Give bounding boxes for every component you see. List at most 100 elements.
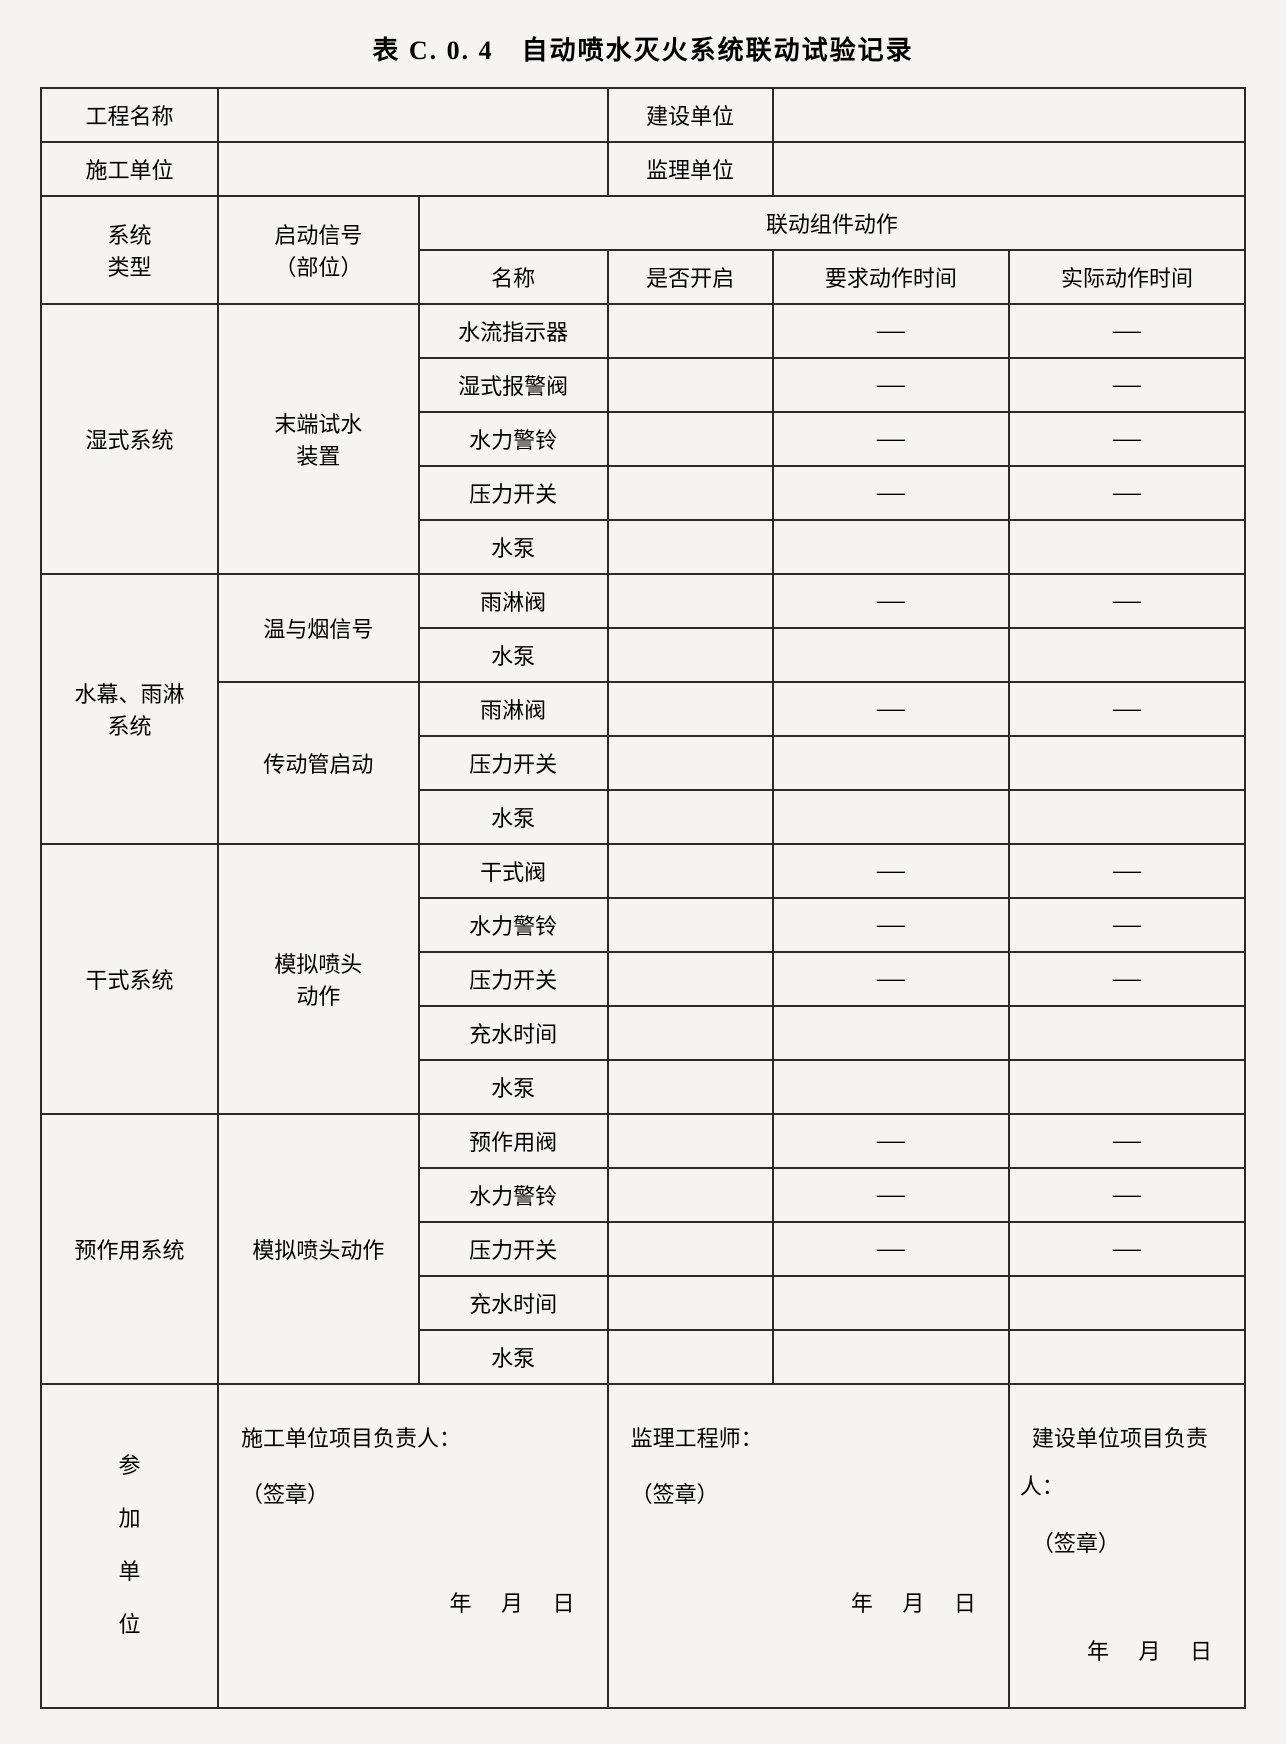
- cell-act: —: [1009, 682, 1245, 736]
- cell-name: 干式阀: [419, 844, 608, 898]
- cell-req: —: [773, 952, 1009, 1006]
- system-type-preaction: 预作用系统: [41, 1114, 218, 1384]
- cell-req: [773, 1330, 1009, 1384]
- cell-act: —: [1009, 1114, 1245, 1168]
- cell-act: [1009, 736, 1245, 790]
- system-type-wet: 湿式系统: [41, 304, 218, 574]
- cell-req: —: [773, 682, 1009, 736]
- cell-act: —: [1009, 466, 1245, 520]
- table-title: 表 C. 0. 4 自动喷水灭火系统联动试验记录: [40, 30, 1246, 67]
- cell-name: 充水时间: [419, 1276, 608, 1330]
- cell-name: 雨淋阀: [419, 574, 608, 628]
- cell-name: 水泵: [419, 628, 608, 682]
- cell-name: 水泵: [419, 1330, 608, 1384]
- cell-req: —: [773, 1222, 1009, 1276]
- cell-act: —: [1009, 574, 1245, 628]
- col-linkage-header: 联动组件动作: [419, 196, 1245, 250]
- cell-name: 水力警铃: [419, 412, 608, 466]
- cell-open: [608, 1168, 773, 1222]
- linkage-test-record-table: 工程名称 建设单位 施工单位 监理单位 系统 类型 启动信号 （部位） 联动组件…: [40, 87, 1246, 1709]
- cell-act: [1009, 790, 1245, 844]
- col-act-time: 实际动作时间: [1009, 250, 1245, 304]
- cell-act: [1009, 1006, 1245, 1060]
- cell-req: —: [773, 844, 1009, 898]
- cell-req: [773, 1276, 1009, 1330]
- cell-name: 湿式报警阀: [419, 358, 608, 412]
- cell-open: [608, 574, 773, 628]
- cell-act: —: [1009, 1222, 1245, 1276]
- cell-act: [1009, 1276, 1245, 1330]
- cell-name: 压力开关: [419, 736, 608, 790]
- supervise-unit-value: [773, 142, 1245, 196]
- cell-act: [1009, 628, 1245, 682]
- system-type-dry: 干式系统: [41, 844, 218, 1114]
- cell-open: [608, 1222, 773, 1276]
- cell-name: 水力警铃: [419, 898, 608, 952]
- cell-act: —: [1009, 358, 1245, 412]
- cell-name: 压力开关: [419, 1222, 608, 1276]
- col-system-type: 系统 类型: [41, 196, 218, 304]
- project-name-label: 工程名称: [41, 88, 218, 142]
- cell-name: 水力警铃: [419, 1168, 608, 1222]
- col-start-signal: 启动信号 （部位）: [218, 196, 419, 304]
- cell-act: [1009, 520, 1245, 574]
- cell-act: [1009, 1330, 1245, 1384]
- cell-open: [608, 1114, 773, 1168]
- cell-req: —: [773, 466, 1009, 520]
- cell-req: —: [773, 1168, 1009, 1222]
- col-is-open: 是否开启: [608, 250, 773, 304]
- cell-open: [608, 1060, 773, 1114]
- cell-name: 预作用阀: [419, 1114, 608, 1168]
- cell-open: [608, 682, 773, 736]
- cell-name: 水泵: [419, 520, 608, 574]
- col-name: 名称: [419, 250, 608, 304]
- cell-open: [608, 736, 773, 790]
- cell-name: 水流指示器: [419, 304, 608, 358]
- cell-req: [773, 520, 1009, 574]
- cell-act: —: [1009, 844, 1245, 898]
- cell-req: —: [773, 304, 1009, 358]
- cell-open: [608, 790, 773, 844]
- project-name-value: [218, 88, 608, 142]
- cell-open: [608, 412, 773, 466]
- cell-open: [608, 358, 773, 412]
- system-signal-temp-smoke: 温与烟信号: [218, 574, 419, 682]
- cell-open: [608, 1330, 773, 1384]
- col-req-time: 要求动作时间: [773, 250, 1009, 304]
- cell-act: —: [1009, 952, 1245, 1006]
- cell-req: —: [773, 412, 1009, 466]
- cell-name: 压力开关: [419, 952, 608, 1006]
- system-type-curtain-deluge: 水幕、雨淋系统: [41, 574, 218, 844]
- cell-name: 水泵: [419, 790, 608, 844]
- cell-open: [608, 1276, 773, 1330]
- cell-req: —: [773, 574, 1009, 628]
- cell-name: 水泵: [419, 1060, 608, 1114]
- signature-supervisor: 监理工程师： （签章） 年 月 日: [608, 1384, 1009, 1708]
- build-unit-value: [773, 88, 1245, 142]
- cell-open: [608, 466, 773, 520]
- cell-act: —: [1009, 412, 1245, 466]
- cell-req: [773, 1006, 1009, 1060]
- cell-act: —: [1009, 304, 1245, 358]
- cell-req: —: [773, 1114, 1009, 1168]
- cell-open: [608, 844, 773, 898]
- system-signal-dry: 模拟喷头动作: [218, 844, 419, 1114]
- cell-open: [608, 898, 773, 952]
- cell-open: [608, 1006, 773, 1060]
- cell-req: —: [773, 898, 1009, 952]
- signature-construct: 施工单位项目负责人： （签章） 年 月 日: [218, 1384, 608, 1708]
- build-unit-label: 建设单位: [608, 88, 773, 142]
- cell-act: —: [1009, 898, 1245, 952]
- cell-req: [773, 1060, 1009, 1114]
- supervise-unit-label: 监理单位: [608, 142, 773, 196]
- cell-req: [773, 790, 1009, 844]
- cell-name: 雨淋阀: [419, 682, 608, 736]
- system-signal-transmission: 传动管启动: [218, 682, 419, 844]
- cell-req: —: [773, 358, 1009, 412]
- cell-open: [608, 628, 773, 682]
- construct-unit-value: [218, 142, 608, 196]
- construct-unit-label: 施工单位: [41, 142, 218, 196]
- signature-build: 建设单位项目负责人： （签章） 年 月 日: [1009, 1384, 1245, 1708]
- cell-name: 压力开关: [419, 466, 608, 520]
- system-signal-wet: 末端试水装置: [218, 304, 419, 574]
